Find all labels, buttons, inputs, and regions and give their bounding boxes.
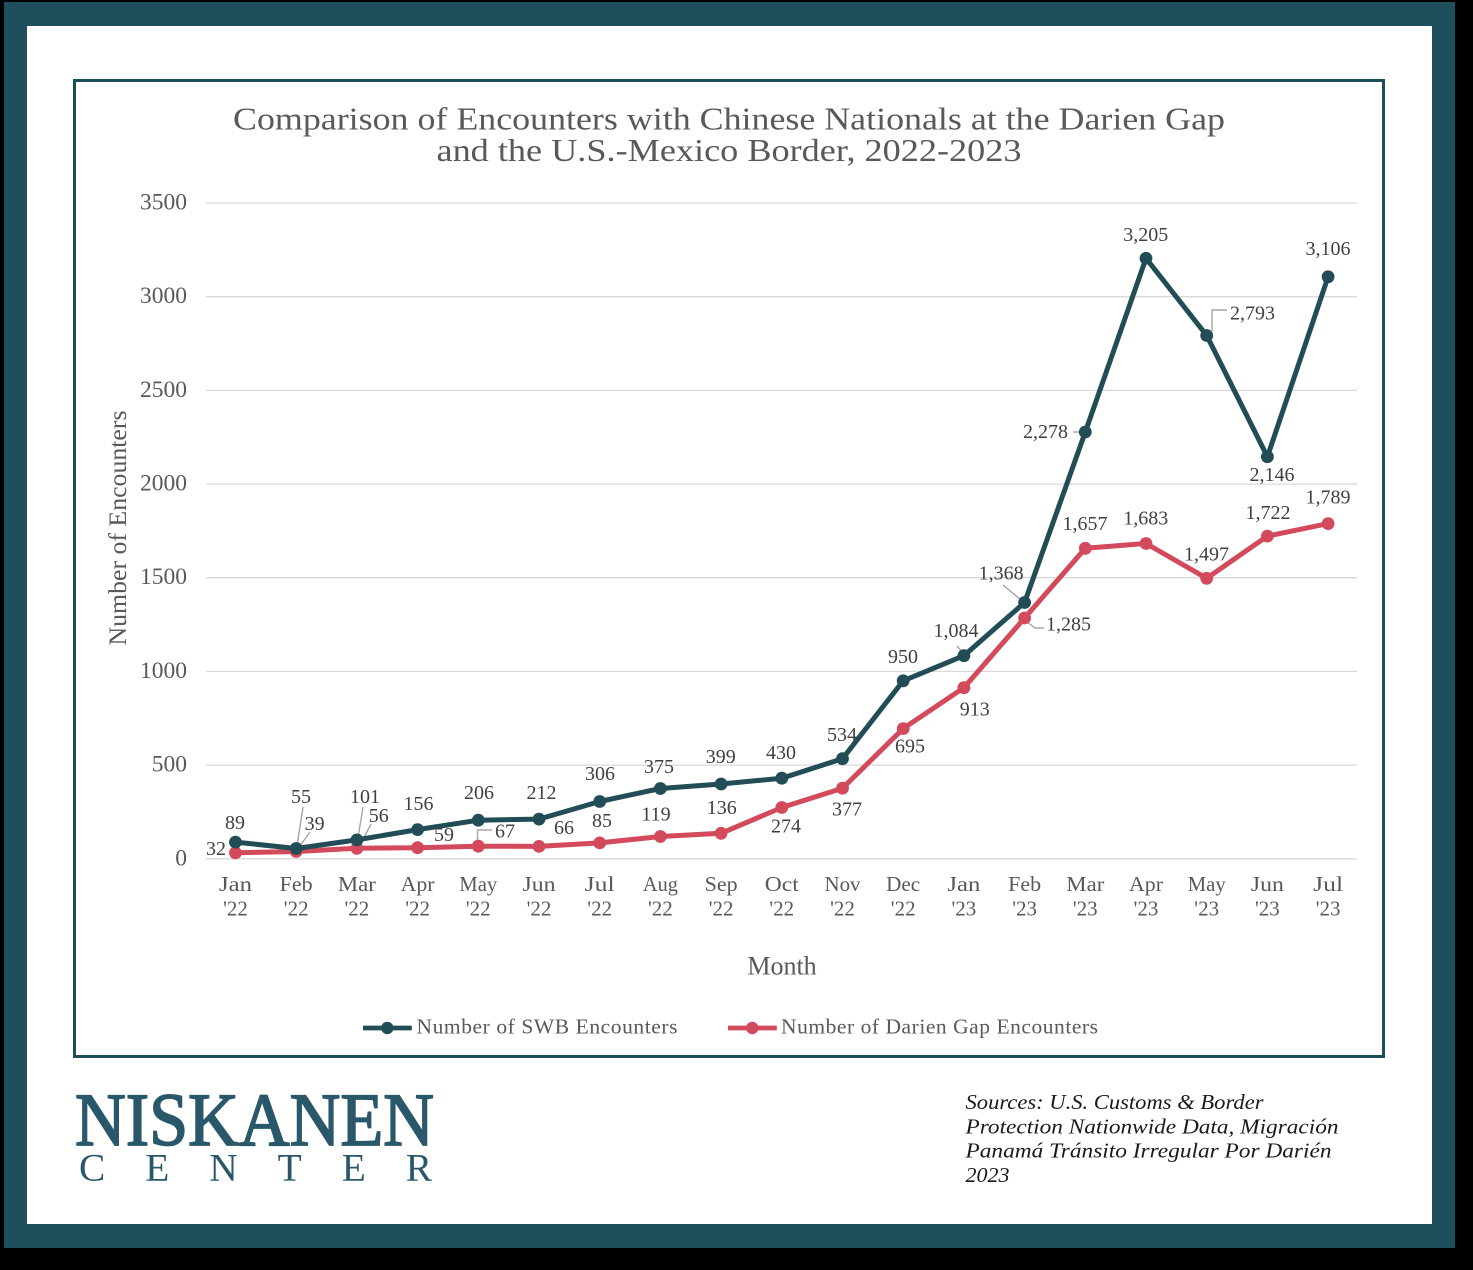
svg-text:274: 274: [771, 816, 801, 838]
svg-text:66: 66: [554, 817, 574, 839]
svg-text:2000: 2000: [140, 471, 187, 497]
svg-text:1,497: 1,497: [1184, 544, 1229, 566]
svg-text:56: 56: [369, 805, 389, 827]
svg-text:Nov: Nov: [825, 872, 861, 896]
svg-text:'22: '22: [223, 897, 248, 921]
svg-text:206: 206: [464, 782, 494, 804]
svg-text:0: 0: [175, 845, 187, 871]
svg-text:377: 377: [832, 799, 862, 821]
svg-text:Month: Month: [747, 952, 816, 981]
svg-text:Mar: Mar: [338, 872, 376, 896]
svg-text:3500: 3500: [140, 190, 187, 216]
svg-text:2,146: 2,146: [1250, 464, 1295, 486]
svg-text:Jul: Jul: [1313, 872, 1343, 896]
svg-text:Number of SWB Encounters: Number of SWB Encounters: [417, 1015, 678, 1039]
svg-text:'23: '23: [1316, 897, 1341, 921]
svg-text:Panamá Tránsito Irregular Por: Panamá Tránsito Irregular Por Darién: [964, 1139, 1331, 1163]
svg-text:'22: '22: [527, 897, 552, 921]
svg-text:'23: '23: [1194, 897, 1219, 921]
svg-text:Protection Nationwide Data, Mi: Protection Nationwide Data, Migración: [964, 1114, 1338, 1138]
svg-text:695: 695: [895, 736, 925, 758]
svg-text:and the U.S.-Mexico Border, 20: and the U.S.-Mexico Border, 2022-2023: [437, 133, 1022, 168]
svg-text:Jan: Jan: [947, 872, 981, 896]
svg-text:2,793: 2,793: [1230, 303, 1275, 325]
svg-text:Sep: Sep: [705, 872, 738, 896]
svg-text:1,722: 1,722: [1246, 502, 1291, 524]
svg-text:430: 430: [766, 742, 796, 764]
svg-text:500: 500: [152, 752, 187, 778]
svg-text:'22: '22: [648, 897, 673, 921]
svg-text:67: 67: [495, 821, 515, 843]
svg-text:55: 55: [291, 786, 311, 808]
svg-text:'22: '22: [769, 897, 794, 921]
svg-text:Feb: Feb: [1008, 872, 1041, 896]
svg-text:'23: '23: [1012, 897, 1037, 921]
svg-text:399: 399: [706, 746, 736, 768]
svg-text:1000: 1000: [140, 658, 187, 684]
svg-text:May: May: [459, 872, 497, 896]
svg-text:2500: 2500: [140, 377, 187, 403]
svg-text:May: May: [1188, 872, 1226, 896]
svg-text:101: 101: [350, 786, 380, 808]
svg-text:'22: '22: [891, 897, 916, 921]
svg-text:'22: '22: [830, 897, 855, 921]
svg-text:156: 156: [404, 793, 434, 815]
svg-text:Number of Encounters: Number of Encounters: [105, 411, 132, 646]
svg-text:59: 59: [434, 824, 454, 846]
svg-text:306: 306: [585, 763, 615, 785]
svg-text:Dec: Dec: [886, 872, 920, 896]
svg-text:'23: '23: [1134, 897, 1159, 921]
svg-text:Feb: Feb: [280, 872, 313, 896]
svg-text:Oct: Oct: [765, 872, 799, 896]
svg-text:1,368: 1,368: [979, 563, 1024, 585]
svg-text:Apr: Apr: [1129, 872, 1163, 896]
svg-text:1,789: 1,789: [1306, 487, 1351, 509]
svg-text:913: 913: [960, 698, 990, 720]
svg-text:1,285: 1,285: [1046, 614, 1091, 636]
svg-text:Number of Darien Gap Encounter: Number of Darien Gap Encounters: [781, 1015, 1098, 1039]
svg-text:89: 89: [225, 812, 245, 834]
svg-text:Aug: Aug: [643, 872, 678, 896]
svg-text:119: 119: [641, 804, 670, 826]
svg-text:375: 375: [644, 756, 674, 778]
svg-text:2,278: 2,278: [1023, 421, 1068, 443]
svg-text:NISKANEN: NISKANEN: [75, 1079, 434, 1162]
svg-text:'22: '22: [405, 897, 430, 921]
svg-text:'22: '22: [587, 897, 612, 921]
svg-text:3,106: 3,106: [1306, 238, 1351, 260]
svg-text:2023: 2023: [966, 1163, 1010, 1187]
svg-text:Sources: U.S. Customs & Border: Sources: U.S. Customs & Border: [966, 1090, 1265, 1114]
svg-text:1500: 1500: [140, 564, 187, 590]
svg-text:1,084: 1,084: [934, 620, 979, 642]
svg-text:3,205: 3,205: [1123, 224, 1168, 246]
svg-text:1,657: 1,657: [1063, 513, 1108, 535]
svg-text:'22: '22: [466, 897, 491, 921]
svg-text:Jun: Jun: [1251, 872, 1285, 896]
svg-text:534: 534: [827, 724, 857, 746]
svg-text:Jan: Jan: [219, 872, 253, 896]
svg-text:136: 136: [707, 797, 737, 819]
svg-text:'23: '23: [1073, 897, 1098, 921]
svg-text:'23: '23: [952, 897, 977, 921]
svg-text:212: 212: [527, 782, 557, 804]
svg-text:Jun: Jun: [523, 872, 557, 896]
svg-text:Comparison of Encounters with: Comparison of Encounters with Chinese Na…: [233, 102, 1225, 137]
svg-text:39: 39: [305, 813, 325, 835]
svg-text:'22: '22: [284, 897, 309, 921]
svg-text:Jul: Jul: [585, 872, 615, 896]
svg-text:85: 85: [592, 810, 612, 832]
svg-text:1,683: 1,683: [1123, 508, 1168, 530]
svg-text:'22: '22: [709, 897, 734, 921]
svg-text:Apr: Apr: [401, 872, 435, 896]
svg-text:950: 950: [888, 646, 918, 668]
svg-text:32: 32: [206, 838, 226, 860]
svg-text:Mar: Mar: [1066, 872, 1104, 896]
svg-text:'22: '22: [345, 897, 370, 921]
svg-text:'23: '23: [1255, 897, 1280, 921]
svg-text:3000: 3000: [140, 283, 187, 309]
